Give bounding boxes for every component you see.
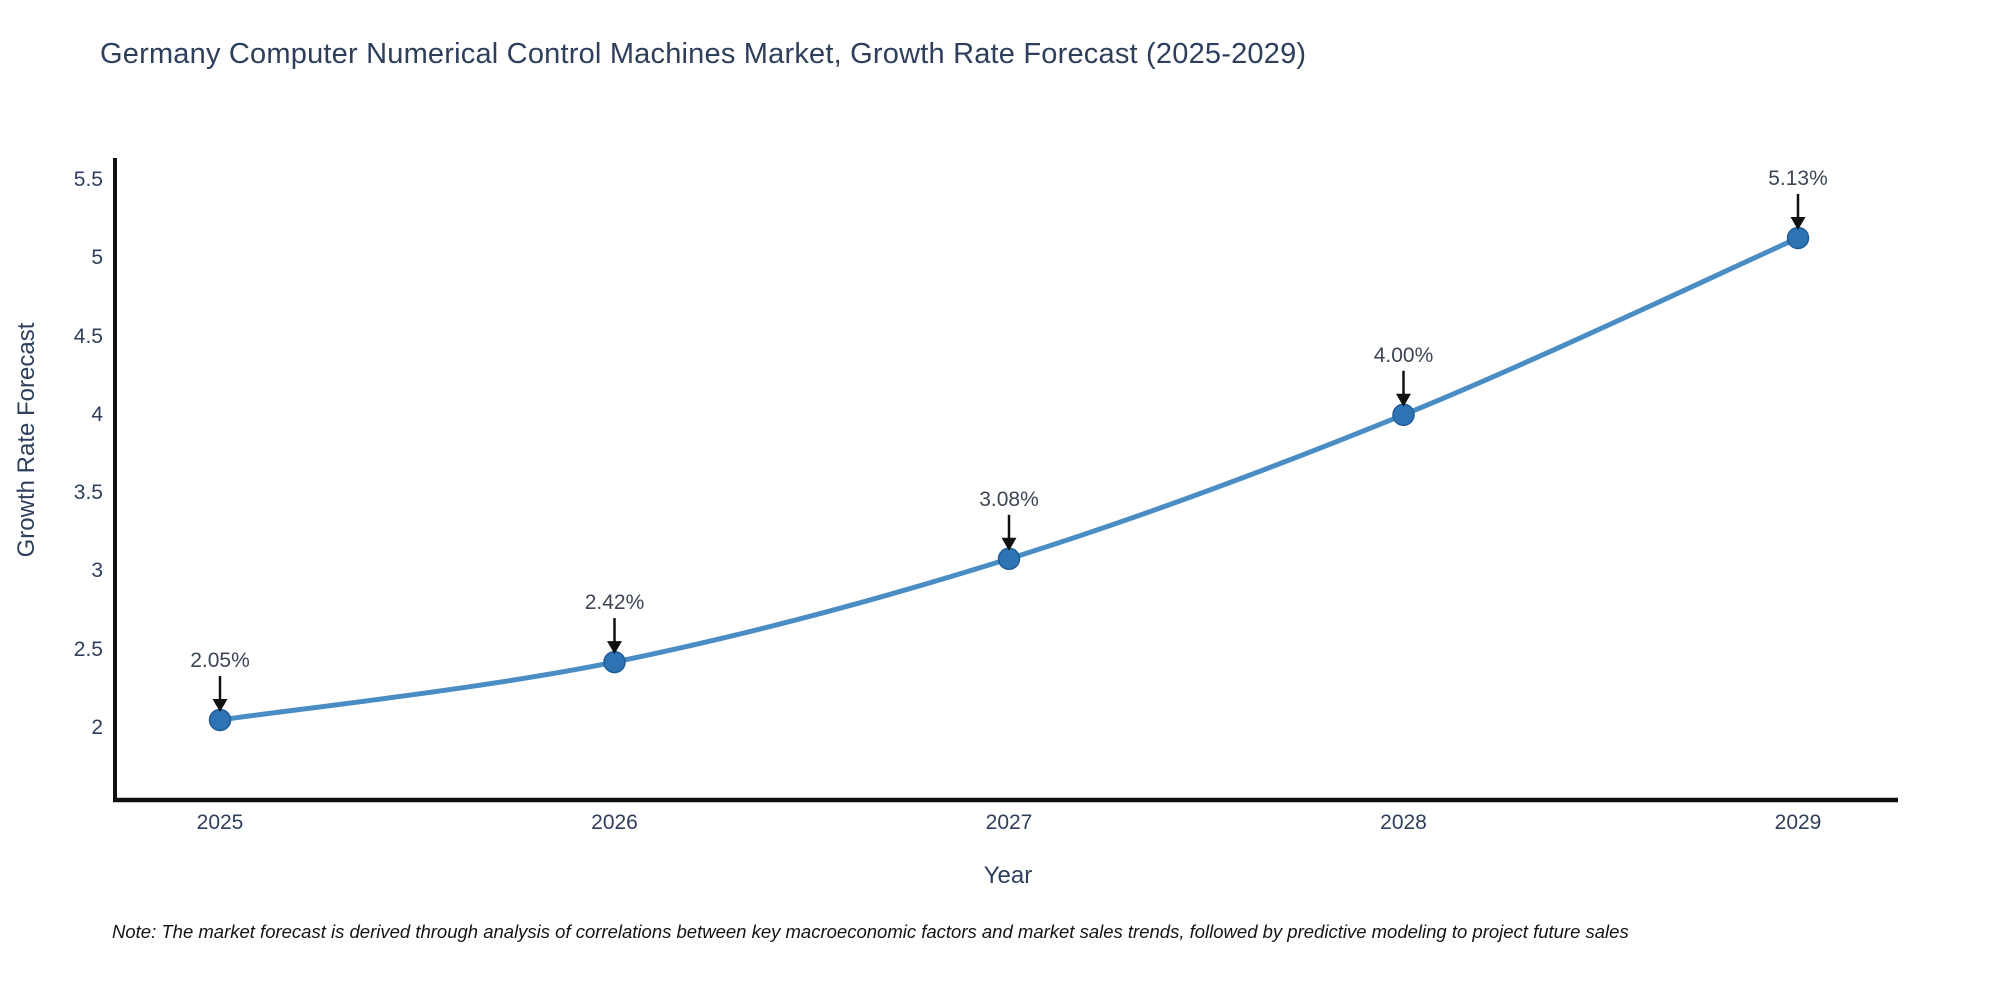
y-tick-label: 4.5 — [73, 324, 103, 348]
x-tick-label: 2027 — [985, 811, 1033, 834]
point-value-label: 5.13% — [1768, 166, 1828, 190]
annotation-arrowhead-icon — [212, 698, 228, 712]
data-point-marker — [1392, 403, 1415, 427]
data-series — [208, 226, 1810, 732]
data-point-marker — [208, 708, 232, 732]
y-tick-label: 5 — [91, 246, 103, 270]
x-tick-label: 2029 — [1774, 811, 1822, 834]
series-line — [219, 235, 1800, 723]
annotation-arrows — [212, 193, 1806, 712]
point-value-label: 4.00% — [1373, 343, 1434, 367]
y-tick-label: 2 — [91, 715, 103, 739]
annotation-arrowhead-icon — [1790, 216, 1806, 230]
y-tick-label: 5.5 — [73, 168, 103, 192]
y-tick-label: 3.5 — [73, 481, 103, 505]
footnote: Note: The market forecast is derived thr… — [112, 921, 1629, 942]
x-axis-title: Year — [983, 862, 1033, 889]
annotation-arrowhead-icon — [1001, 537, 1017, 551]
x-tick-label: 2028 — [1380, 811, 1427, 834]
y-tick-label: 4 — [91, 402, 103, 426]
x-tick-label: 2026 — [591, 811, 638, 834]
y-tick-label: 3 — [91, 559, 103, 583]
data-point-marker — [1786, 226, 1810, 250]
point-value-label: 2.05% — [190, 648, 250, 672]
y-tick-label: 2.5 — [73, 637, 103, 661]
x-tick-label: 2025 — [196, 811, 244, 834]
point-value-label: 2.42% — [584, 591, 645, 615]
data-point-marker — [997, 547, 1021, 571]
annotation-arrowhead-icon — [1396, 393, 1411, 407]
chart-title: Germany Computer Numerical Control Machi… — [100, 38, 1307, 70]
annotation-arrowhead-icon — [607, 641, 622, 655]
point-value-label: 3.08% — [979, 487, 1039, 511]
data-point-marker — [603, 650, 626, 674]
